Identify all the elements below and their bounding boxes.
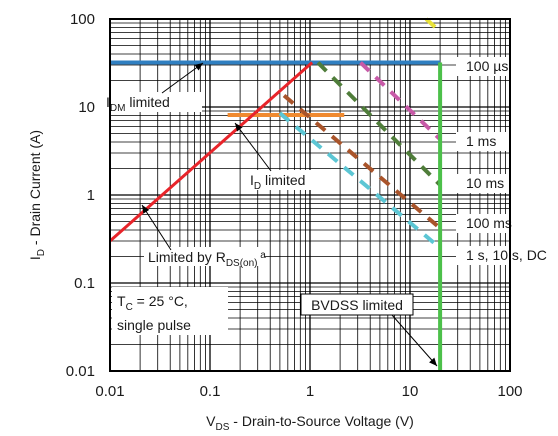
id-limit-arrow bbox=[234, 122, 272, 172]
duration-label: 1 s, 10 s, DC bbox=[466, 247, 547, 263]
y-tick-label: 10 bbox=[78, 99, 95, 116]
soa-pulse-line bbox=[316, 61, 442, 187]
id-limit-arrow-head bbox=[235, 123, 243, 132]
soa-pulse-line bbox=[424, 17, 442, 34]
duration-label-bg bbox=[456, 57, 514, 76]
x-tick-label: 0.01 bbox=[95, 383, 124, 400]
duration-label-bg bbox=[456, 174, 514, 193]
y-axis-label: ID - Drain Current (A) bbox=[27, 130, 47, 260]
idm-limit-arrow-head bbox=[194, 63, 203, 71]
conditions-line-2: single pulse bbox=[117, 317, 191, 333]
rds-limit-arrow-head bbox=[142, 205, 150, 214]
y-tick-label: 0.01 bbox=[66, 363, 95, 380]
idm-limit-label: IDM limited bbox=[106, 94, 170, 114]
conditions-line-1: TC = 25 °C, bbox=[117, 293, 188, 313]
duration-label: 100 ms bbox=[466, 215, 512, 231]
x-tick-label: 1 bbox=[306, 383, 314, 400]
soa-pulse-line bbox=[282, 94, 442, 230]
x-tick-label: 100 bbox=[497, 383, 522, 400]
bvdss-label-box bbox=[300, 293, 414, 316]
y-tick-label: 100 bbox=[70, 11, 95, 28]
duration-label-bg bbox=[456, 246, 556, 265]
plot-frame bbox=[109, 18, 511, 372]
bvdss-limit-arrow-head bbox=[429, 357, 437, 366]
chart-labels: 100 µs 1 ms 10 ms 100 ms 1 s, 10 s, DC IDM li… bbox=[102, 57, 556, 367]
rds-label-bg bbox=[144, 247, 264, 266]
duration-label: 1 ms bbox=[466, 133, 496, 149]
x-tick-label: 0.1 bbox=[200, 383, 221, 400]
conditions-label-bg bbox=[112, 287, 228, 335]
bvdss-limit-arrow bbox=[391, 314, 438, 367]
data-series bbox=[109, 17, 443, 371]
duration-label-bg bbox=[456, 214, 514, 233]
id-label-bg bbox=[245, 170, 325, 190]
x-tick-label: 10 bbox=[402, 383, 419, 400]
rds-limit-label: Limited by RDS(on) a bbox=[148, 249, 266, 269]
bvdss-label-bg bbox=[301, 294, 413, 315]
soa-pulse-line bbox=[278, 111, 442, 250]
tick-labels: 0.01 0.1 1 10 100 100 10 1 0.1 0.01 bbox=[66, 11, 523, 400]
idm-limit-arrow bbox=[161, 62, 204, 94]
y-tick-label: 0.1 bbox=[74, 275, 95, 292]
idm-label-bg bbox=[102, 92, 202, 112]
y-tick-label: 1 bbox=[87, 187, 95, 204]
duration-label: 10 ms bbox=[466, 175, 504, 191]
id-limit-label: ID limited bbox=[250, 172, 305, 192]
x-axis-label: VDS - Drain-to-Source Voltage (V) bbox=[206, 413, 414, 433]
bvdss-limit-label: BVDSS limited bbox=[311, 297, 403, 313]
duration-label: 100 µs bbox=[466, 58, 508, 74]
rds-limit-arrow bbox=[141, 204, 172, 251]
duration-label-bg bbox=[456, 132, 514, 151]
soa-pulse-line bbox=[359, 61, 442, 141]
